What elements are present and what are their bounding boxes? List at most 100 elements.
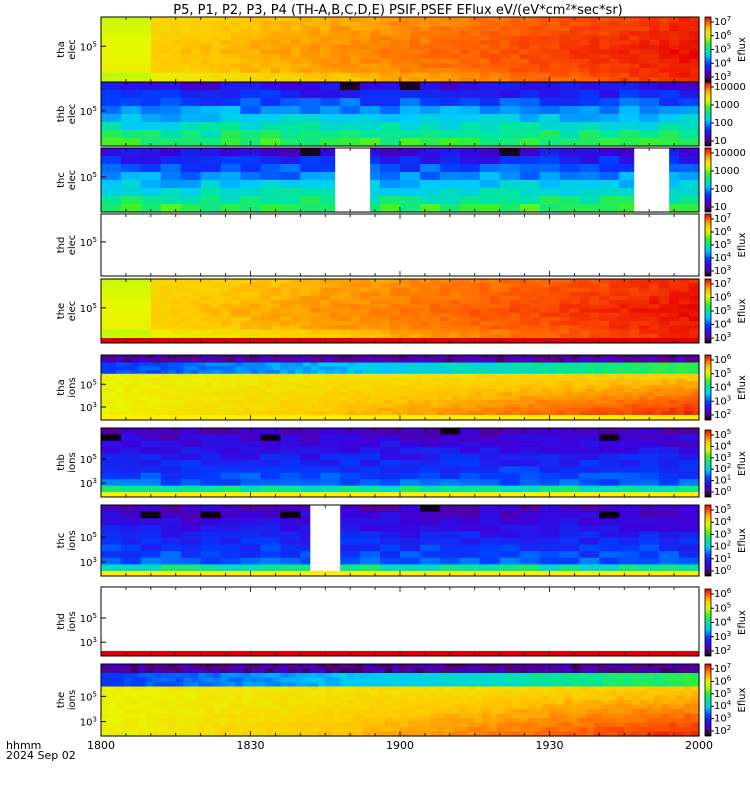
heatmap-cell [230,35,242,41]
heatmap-cell [691,403,700,409]
heatmap-cell [243,392,252,397]
heatmap-cell [210,40,222,46]
heatmap-cell [469,295,481,301]
heatmap-cell [205,673,214,679]
heatmap-cell [300,434,321,442]
heatmap-cell [175,388,184,394]
heatmap-cell [407,370,416,375]
heatmap-cell [270,283,281,289]
heatmap-cell [220,72,232,78]
heatmap-cell [183,396,192,401]
heatmap-cell [370,325,381,331]
heatmap-cell [310,321,321,326]
heatmap-cell [220,731,229,737]
heatmap-cell [599,329,610,335]
heatmap-cell [101,392,110,397]
heatmap-cell [235,709,244,715]
colorbar-label: Eflux [737,610,748,635]
heatmap-cell [280,373,289,379]
heatmap-cell [190,677,199,683]
heatmap-cell [180,204,202,213]
heatmap-cell [429,304,441,310]
heatmap-cell [419,68,431,74]
heatmap-cell [370,407,379,412]
heatmap-cell [609,392,618,397]
heatmap-cell [320,287,331,293]
heatmap-cell [414,403,424,409]
heatmap-cell [594,392,603,397]
colorbar-tick-label: 107 [714,212,731,225]
heatmap-cell [153,407,162,412]
heatmap-cell [280,400,289,405]
heatmap-cell [235,362,244,367]
heatmap-cell [579,362,588,367]
heatmap-cell [250,316,262,322]
heatmap-cell [300,35,311,41]
heatmap-cell [639,388,648,394]
heatmap-cell [669,385,678,390]
heatmap-cell [459,49,471,55]
heatmap-cell [539,49,551,55]
heatmap-cell [140,164,162,173]
heatmap-cell [270,58,281,65]
heatmap-cell [120,130,142,139]
heatmap-cell [280,355,289,360]
heatmap-cell [240,72,252,78]
heatmap-cell [649,333,660,339]
heatmap-cell [539,316,551,322]
heatmap-cell [235,718,244,724]
heatmap-cell [459,428,481,435]
heatmap-cell [130,68,142,74]
heatmap-cell [599,538,620,546]
heatmap-cell [228,400,237,405]
y-tick-label: 105 [80,302,97,315]
heatmap-cell [101,58,112,65]
heatmap-cell [529,40,541,46]
heatmap-cell [624,370,633,375]
heatmap-cell [257,366,267,371]
heatmap-cell [449,291,461,297]
heatmap-cell [220,291,232,297]
heatmap-cell [619,453,640,461]
heatmap-cell [599,58,610,65]
heatmap-cell [497,355,506,360]
heatmap-cell [469,72,481,78]
heatmap-cell [414,373,424,379]
heatmap-cell [629,329,640,335]
heatmap-cell [340,518,361,526]
heatmap-cell [519,411,528,416]
heatmap-cell [101,300,112,305]
heatmap-cell [559,312,571,318]
heatmap-cell [340,90,361,99]
heatmap-cell [260,453,281,461]
heatmap-cell [437,366,446,371]
heatmap-cell [419,138,441,147]
heatmap-cell [549,17,561,23]
heatmap-cell [601,385,610,390]
heatmap-cell [370,381,379,386]
heatmap-cell [482,358,491,364]
heatmap-cell [549,403,558,409]
heatmap-cell [469,321,481,326]
heatmap-cell [220,466,242,474]
heatmap-cell [115,366,125,371]
heatmap-cell [257,396,267,401]
heatmap-cell [120,511,142,519]
heatmap-cell [130,722,139,728]
heatmap-cell [609,72,620,78]
heatmap-cell [559,333,571,339]
heatmap-cell [260,304,272,310]
heatmap-cell [360,35,371,41]
heatmap-cell [260,531,281,539]
heatmap-cell [679,283,690,289]
heatmap-cell [467,358,476,364]
heatmap-cell [549,388,558,394]
heatmap-cell [330,58,341,65]
heatmap-cell [220,718,229,724]
heatmap-cell [474,355,483,360]
heatmap-cell [220,447,242,455]
heatmap-cell [519,300,531,305]
heatmap-cell [579,453,600,461]
heatmap-cell [380,325,391,331]
heatmap-cell [220,63,232,69]
